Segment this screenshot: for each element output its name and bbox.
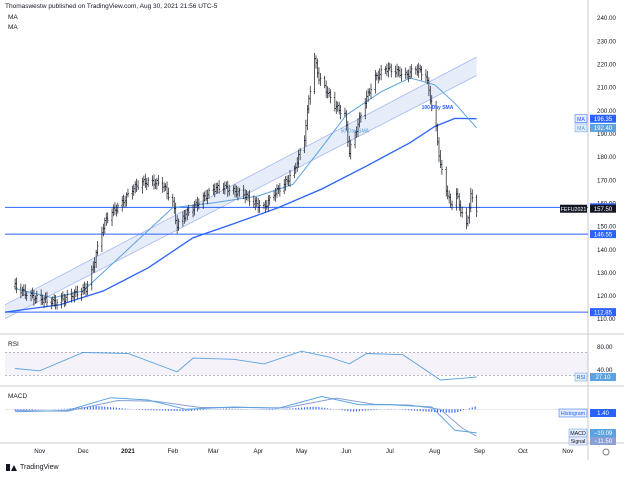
price-axis-tick: 190.00 [597, 131, 616, 138]
price-label-value: 112.85 [594, 310, 613, 316]
macd-label-tag [568, 436, 588, 446]
price-axis-tick: 240.00 [597, 15, 616, 22]
price-label-value: 192.40 [594, 126, 613, 132]
price-label-box [590, 204, 616, 213]
settings-gear-icon[interactable] [602, 448, 610, 456]
macd-histogram-tag-text: Histogram [561, 411, 586, 417]
macd-label-box [590, 429, 616, 437]
tradingview-brand-text: TradingView [20, 464, 59, 471]
macd-label-value: −11.50 [594, 439, 613, 445]
price-axis-tick: 210.00 [597, 85, 616, 92]
price-axis-tick: 150.00 [597, 224, 616, 231]
price-label-box [590, 308, 616, 317]
price-axis-tick: 140.00 [597, 247, 616, 254]
macd-histogram-box [590, 409, 616, 417]
rsi-band-fill [5, 352, 588, 376]
trend-channel-bottom-line [4, 75, 477, 320]
macd-label-value: −10.09 [594, 431, 613, 437]
x-axis-label: Dec [78, 448, 89, 455]
x-axis-label: Jul [386, 448, 394, 455]
price-axis-tick: 110.00 [597, 316, 616, 323]
price-label-box [590, 230, 616, 239]
macd-label-tag-text: MACD [570, 431, 586, 437]
x-axis-label: Apr [253, 448, 263, 455]
ma100-line [4, 117, 477, 313]
price-label-tag [574, 114, 588, 123]
publisher-line: Thomaswestw published on TradingView.com… [5, 3, 218, 10]
ma50-line [14, 77, 477, 299]
x-axis-label: Oct [518, 448, 528, 455]
x-axis-label: May [296, 448, 309, 455]
price-label-tag-text: MA [577, 126, 585, 132]
price-axis-tick: 130.00 [597, 270, 616, 277]
macd-histogram-value: 1.40 [597, 411, 609, 417]
tradingview-logo-icon [6, 464, 17, 471]
price-label-value: 146.55 [594, 232, 613, 238]
macd-label-box [590, 437, 616, 445]
price-axis-tick: 180.00 [597, 154, 616, 161]
price-label-value: 157.50 [594, 207, 613, 213]
rsi-label-box [590, 373, 616, 382]
rsi-label-value: 27.10 [595, 375, 611, 381]
annotation-50-day-sma: 50-Day SMA [341, 128, 370, 134]
x-axis-label: Aug [429, 448, 441, 455]
price-axis-tick: 170.00 [597, 177, 616, 184]
price-axis-tick: 230.00 [597, 38, 616, 45]
macd-line [15, 395, 477, 434]
ma-indicator-label-2[interactable]: MA [8, 24, 18, 31]
x-axis-label: Feb [167, 448, 178, 455]
price-label-tag [560, 204, 587, 213]
x-axis-label: Nov [34, 448, 46, 455]
rsi-line [15, 350, 477, 381]
macd-title: MACD [8, 393, 27, 400]
trend-channel [5, 57, 477, 319]
rsi-axis-tick: 40.00 [597, 367, 613, 374]
price-axis-tick: 200.00 [597, 108, 616, 115]
price-label-value: 196.35 [594, 117, 613, 123]
price-label-box [590, 114, 616, 123]
x-axis-label: Mar [208, 448, 219, 455]
macd-histogram-tag [558, 408, 588, 418]
price-label-tag-text: FEFU2021 [561, 207, 587, 213]
rsi-label-tag [574, 372, 588, 382]
rsi-axis-tick: 80.00 [597, 344, 613, 351]
price-label-box [590, 123, 616, 132]
x-axis-label: 2021 [121, 448, 135, 455]
price-axis-tick: 220.00 [597, 61, 616, 68]
macd-label-tag-text: Signal [571, 439, 586, 445]
annotation-100-day-sma: 100-Day SMA [422, 105, 454, 111]
trend-channel-top-line [4, 56, 477, 306]
x-axis-label: Jun [341, 448, 352, 455]
ma-indicator-label-1[interactable]: MA [8, 14, 18, 21]
price-label-tag-text: MA [577, 117, 585, 123]
tradingview-logo[interactable]: TradingView [6, 464, 59, 471]
macd-signal-line [15, 397, 477, 437]
price-axis-tick: 120.00 [597, 293, 616, 300]
rsi-title: RSI [8, 341, 19, 348]
x-axis-label: Sep [474, 448, 486, 455]
rsi-label-tag-text: RSI [577, 375, 586, 381]
x-axis-label: Nov [562, 448, 574, 455]
price-label-tag [574, 123, 588, 133]
